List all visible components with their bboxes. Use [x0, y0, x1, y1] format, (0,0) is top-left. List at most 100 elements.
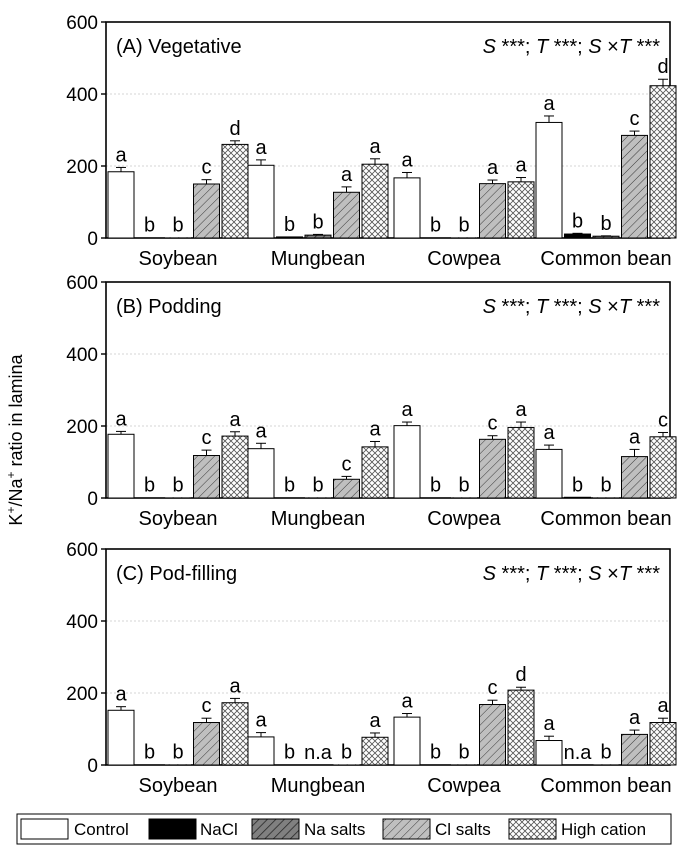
bar-highcation — [649, 85, 677, 239]
bar-control — [535, 740, 563, 766]
bar-control — [535, 121, 563, 239]
bar-highcation — [649, 436, 677, 499]
significance-letter: a — [657, 695, 669, 717]
significance-letter: a — [629, 426, 641, 448]
x-category-label: Common bean — [540, 248, 671, 270]
legend: Control NaCl Na salts Cl salts High cati… — [16, 813, 672, 845]
significance-letter: a — [115, 684, 127, 706]
bar-control — [247, 448, 275, 499]
significance-letter: a — [515, 155, 527, 177]
bar-highcation — [361, 446, 389, 499]
panel-title: (C) Pod-filling — [116, 563, 237, 585]
significance-letter: a — [341, 164, 353, 186]
significance-letter: b — [312, 211, 323, 233]
stats-part: × — [602, 563, 619, 585]
significance-letter: a — [401, 691, 413, 713]
bar-highcation — [361, 163, 389, 239]
significance-letter: b — [144, 475, 155, 497]
bar-control — [107, 171, 135, 239]
stats-part: *** — [631, 36, 660, 58]
significance-letter: c — [658, 409, 668, 431]
stats-part: ***; — [496, 296, 536, 318]
y-tick-label: 400 — [66, 612, 98, 633]
legend-label-clsalts: Cl salts — [435, 820, 491, 839]
significance-letter: a — [115, 144, 127, 166]
significance-letter: a — [229, 675, 241, 697]
significance-letter: d — [657, 56, 668, 78]
x-category-label: Cowpea — [427, 248, 501, 270]
bar-control — [535, 448, 563, 499]
significance-letter: a — [515, 399, 527, 421]
significance-letter: b — [600, 742, 611, 764]
significance-letter: b — [312, 475, 323, 497]
legend-swatch-nasalts — [251, 818, 300, 840]
x-category-label: Cowpea — [427, 508, 501, 530]
significance-letter: c — [488, 677, 498, 699]
bar-control — [107, 709, 135, 766]
significance-letter: a — [487, 157, 499, 179]
y-tick-label: 600 — [66, 273, 98, 294]
y-tick-label: 200 — [66, 157, 98, 178]
significance-letter: a — [543, 93, 555, 115]
bar-control — [393, 177, 421, 239]
significance-letter: d — [515, 664, 526, 686]
significance-letter: a — [543, 422, 555, 444]
bar-nasalts — [592, 235, 620, 239]
significance-letter: d — [229, 118, 240, 140]
bar-clsalts — [621, 134, 648, 239]
x-category-label: Soybean — [139, 775, 218, 797]
significance-letter: b — [600, 213, 611, 235]
significance-letter: a — [115, 408, 127, 430]
legend-swatch-control — [20, 818, 69, 840]
stats-part: S — [588, 296, 602, 318]
stats-part: T — [536, 296, 550, 318]
y-tick-label: 200 — [66, 417, 98, 438]
significance-letter: b — [284, 742, 295, 764]
significance-letter: b — [430, 215, 441, 237]
bar-control — [247, 736, 275, 766]
significance-letter: c — [202, 157, 212, 179]
stats-part: T — [536, 563, 550, 585]
bar-highcation — [221, 435, 249, 499]
bar-highcation — [507, 689, 535, 766]
bar-nacl — [276, 236, 303, 239]
significance-letter: b — [430, 742, 441, 764]
bar-highcation — [649, 722, 677, 766]
y-axis-label: K+/Na+ ratio in lamina — [4, 353, 26, 525]
bar-control — [247, 164, 275, 239]
significance-letter: b — [284, 214, 295, 236]
x-category-label: Common bean — [540, 775, 671, 797]
stats-part: *** — [631, 296, 660, 318]
bar-control — [107, 433, 135, 499]
bar-highcation — [507, 181, 535, 239]
panel-title: (B) Podding — [116, 296, 222, 318]
significance-letter: n.a — [304, 742, 333, 764]
y-tick-label: 200 — [66, 684, 98, 705]
stats-part: ***; — [548, 563, 588, 585]
legend-label-highcation: High cation — [561, 820, 646, 839]
x-category-label: Soybean — [139, 508, 218, 530]
significance-letter: a — [369, 710, 381, 732]
significance-letter: a — [255, 710, 267, 732]
stats-part: ***; — [496, 36, 536, 58]
significance-letter: c — [342, 453, 352, 475]
bar-highcation — [221, 702, 249, 766]
stats-part: T — [536, 36, 550, 58]
stats-part: T — [619, 296, 633, 318]
stats-part: ***; — [548, 36, 588, 58]
y-tick-label: 600 — [66, 13, 98, 34]
stats-part: S — [483, 36, 497, 58]
legend-swatch-highcation — [508, 818, 557, 840]
stats-part: ***; — [548, 296, 588, 318]
significance-letter: b — [430, 475, 441, 497]
y-tick-label: 0 — [87, 229, 98, 250]
significance-letter: b — [172, 742, 183, 764]
stats-part: S — [588, 563, 602, 585]
significance-letter: b — [341, 742, 352, 764]
bar-nasalts — [304, 234, 332, 239]
x-category-label: Soybean — [139, 248, 218, 270]
bar-clsalts — [333, 191, 360, 239]
